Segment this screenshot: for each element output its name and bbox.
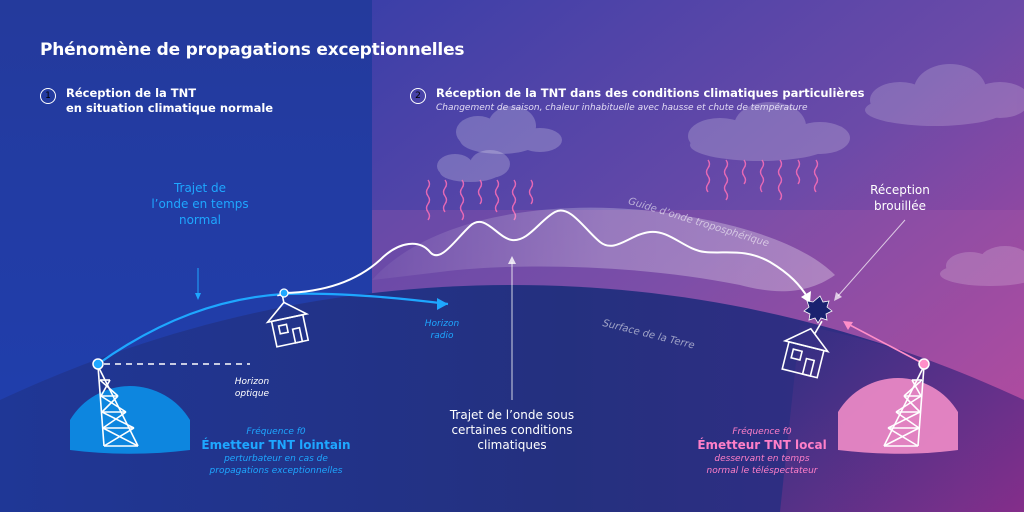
special-path-label-line2: certaines conditions	[451, 423, 573, 437]
normal-path-label-line1: Trajet de	[173, 181, 227, 195]
section-2-number: 2	[410, 88, 426, 104]
far-transmitter-desc-line2: propagations exceptionnelles	[209, 466, 343, 476]
tropospheric-duct	[372, 207, 835, 292]
far-transmitter-name: Émetteur TNT lointain	[201, 438, 351, 452]
reception-label: Réception brouillée	[855, 182, 945, 214]
local-transmitter-name: Émetteur TNT local	[697, 438, 827, 452]
cloud-icon	[456, 106, 562, 154]
local-transmitter-caption: Fréquence f0 Émetteur TNT local desserva…	[672, 426, 852, 477]
local-transmitter-frequency: Fréquence f0	[732, 427, 792, 437]
reception-label-line2: brouillée	[873, 199, 926, 213]
arrow-icon	[834, 292, 842, 301]
label-pointer-line	[837, 219, 906, 297]
normal-path-label-line3: normal	[178, 213, 222, 227]
horizon-radio-label-line1: Horizon	[424, 319, 460, 329]
far-transmitter-antenna	[92, 358, 104, 370]
page-title: Phénomène de propagations exceptionnelle…	[40, 40, 465, 60]
cloud-icon	[865, 64, 1024, 126]
horizon-radio-label: Horizon radio	[412, 318, 472, 342]
section-1-title: Réception de la TNT en situation climati…	[66, 86, 273, 116]
local-wave-path	[847, 323, 925, 365]
rain-lines	[425, 159, 819, 221]
section-1-title-line1: Réception de la TNT	[66, 86, 197, 100]
arrow-icon	[801, 291, 811, 303]
far-transmitter-frequency: Fréquence f0	[246, 427, 306, 437]
local-transmitter-antenna	[918, 358, 930, 370]
local-transmitter-desc-line2: normal le téléspectateur	[706, 466, 818, 476]
normal-path-label: Trajet de l’onde en temps normal	[130, 180, 270, 228]
section-2-subtitle: Changement de saison, chaleur inhabituel…	[436, 103, 808, 113]
section-1-title-line2: en situation climatique normale	[66, 101, 274, 115]
far-transmitter-caption: Fréquence f0 Émetteur TNT lointain pertu…	[186, 426, 366, 477]
local-transmitter-halo	[838, 378, 958, 454]
left-house-antenna	[279, 288, 289, 298]
local-transmitter-tower-icon	[883, 365, 925, 447]
section-1-number: 1	[40, 88, 56, 104]
special-path-label: Trajet de l’onde sous certaines conditio…	[420, 408, 604, 453]
arrow-icon	[508, 256, 516, 264]
cloud-icon	[940, 246, 1024, 286]
cloud-icon	[688, 102, 850, 161]
cloud-icon	[437, 150, 510, 182]
arrow-icon	[843, 321, 853, 330]
reception-label-line1: Réception	[870, 183, 930, 197]
normal-path-label-line2: l’onde en temps	[151, 197, 249, 211]
horizon-optique-label-line2: optique	[234, 389, 270, 399]
far-transmitter-tower-icon	[97, 365, 139, 447]
special-wave-path	[283, 209, 809, 299]
special-path-label-line1: Trajet de l’onde sous	[449, 408, 575, 422]
arrow-icon	[195, 293, 201, 300]
horizon-optique-label: Horizon optique	[222, 376, 282, 400]
arrow-icon	[437, 298, 448, 310]
local-transmitter-desc-line1: desservant en temps	[714, 454, 810, 464]
horizon-optique-label-line1: Horizon	[234, 377, 270, 387]
house-icon	[781, 320, 830, 379]
interference-star-icon	[803, 295, 833, 324]
special-path-label-line3: climatiques	[477, 438, 547, 452]
section-2-title: Réception de la TNT dans des conditions …	[436, 86, 865, 100]
horizon-radio-label-line2: radio	[430, 331, 454, 341]
far-transmitter-desc-line1: perturbateur en cas de	[224, 454, 328, 464]
